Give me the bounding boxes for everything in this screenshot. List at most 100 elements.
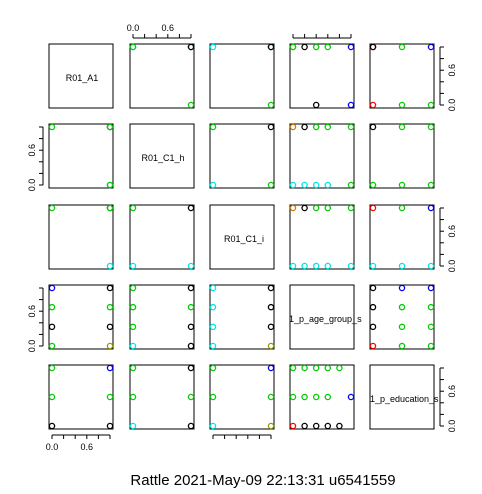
point-r3-c2-6 [209,342,217,350]
point-r1-c3-1 [301,123,308,131]
point-r3-c0-0 [48,284,56,292]
point-r3-c2-3 [267,303,275,311]
point-r0-c3-4 [324,43,332,51]
point-r4-c1-0 [129,364,137,372]
point-r4-c2-5 [267,422,275,430]
panel-frame-r0-c4 [369,43,435,109]
point-r3-c4-8 [427,323,435,331]
point-r4-c1-5 [187,422,195,430]
point-r1-c2-0 [209,123,217,131]
panel-frame-r3-c2 [209,284,275,350]
point-r4-c3-12 [312,422,320,430]
right-axis-label-r4-1: 0.6 [447,385,457,398]
panel-frame-r2-c0 [48,204,114,270]
point-r4-c1-4 [129,422,137,430]
point-r4-c3-14 [336,422,343,430]
point-r1-c0-4 [106,181,114,189]
panel-frame-r4-c0 [48,364,114,430]
point-r1-c3-5 [289,181,297,189]
point-r3-c4-5 [427,303,435,311]
point-r4-c3-5 [289,393,297,401]
panel-frame-r0-c2 [209,43,275,109]
point-r3-c0-2 [48,303,56,311]
panel-frame-r0-c0 [48,43,114,109]
point-r3-c1-2 [129,303,137,311]
point-r1-c3-8 [324,181,332,189]
point-r3-c1-5 [187,323,195,331]
point-r4-c0-3 [106,393,114,401]
right-axis-label-r2-0: 0.0 [447,260,457,273]
point-r3-c4-7 [398,323,406,331]
panel-frame-r4-c4 [369,364,435,430]
point-r4-c3-13 [324,422,332,430]
point-r4-c2-0 [209,364,217,372]
point-r0-c1-4 [187,101,195,109]
point-r3-c0-5 [106,323,114,331]
right-axis-label-r4-0: 0.0 [447,420,457,433]
point-r4-c1-1 [187,364,195,372]
point-r3-c0-7 [106,342,114,350]
point-r0-c3-5 [347,43,355,51]
point-r4-c2-2 [209,393,217,401]
bottom-axis-label-c0-1: 0.6 [81,442,94,452]
point-r2-c0-3 [106,262,114,270]
point-r3-c4-3 [369,303,377,311]
point-r3-c0-4 [48,323,56,331]
point-r4-c2-4 [209,422,217,430]
point-r0-c2-2 [267,43,275,51]
left-axis-label-r1-0: 0.0 [27,179,37,192]
point-r4-c1-3 [187,393,195,401]
point-r1-c3-7 [312,181,320,189]
diag-label-age-group: 1_p_age_group_s [289,314,362,324]
point-r1-c2-2 [209,181,217,189]
point-r3-c4-6 [369,323,377,331]
point-r4-c3-11 [301,422,308,430]
diagonal-labels: R01_A1 R01_C1_h R01_C1_i 1_p_age_group_s… [66,73,439,404]
point-r3-c1-7 [187,342,195,350]
right-axis-label-r0-1: 0.6 [447,64,457,77]
point-r3-c2-0 [209,284,217,292]
point-r2-c3-7 [312,262,320,270]
point-r1-c3-2 [312,123,320,131]
point-r3-c4-4 [398,303,406,311]
panel-frame-r3-c0 [48,284,114,350]
point-r4-c2-3 [267,393,275,401]
point-r0-c4-1 [369,43,377,51]
panel-frame-r2-c2 [209,204,275,270]
bottom-axis-label-c0-0: 0.0 [46,442,59,452]
top-axis-label-c1-1: 0.6 [162,23,175,33]
point-r0-c3-7 [347,101,355,109]
diag-label-r01-c1-i: R01_C1_i [224,234,264,244]
point-r4-c3-1 [301,364,308,372]
point-r2-c4-5 [427,262,435,270]
point-r3-c2-5 [267,323,275,331]
diag-label-r01-c1-h: R01_C1_h [141,153,184,163]
point-r1-c4-1 [398,123,406,131]
point-r1-c4-0 [369,123,377,131]
point-r4-c3-10 [289,422,297,430]
panel-frame-r4-c2 [209,364,275,430]
point-r0-c3-2 [301,43,308,51]
left-axis-label-r3-1: 0.6 [27,305,37,318]
point-r3-c4-2 [427,284,435,292]
point-r2-c3-1 [301,204,308,212]
axes-layer: 0.0 0.6 0.0 0.6 0.0 0.6 0.0 0.6 0.0 0.6 0.0 0.6 0.0 0… [27,23,457,452]
point-r0-c2-3 [267,101,275,109]
footer-caption: Rattle 2021-May-09 22:13:31 u6541559 [130,472,395,489]
point-r2-c4-0 [369,204,377,212]
point-r2-c4-1 [398,204,406,212]
point-r3-c0-3 [106,303,114,311]
point-r3-c0-6 [48,342,56,350]
right-axis-label-r0-0: 0.0 [447,99,457,112]
point-r0-c4-4 [369,101,377,109]
panel-frame-r0-c3 [289,43,355,109]
point-r1-c0-2 [106,123,114,131]
point-r4-c3-2 [312,364,320,372]
point-r3-c2-7 [267,342,275,350]
point-r0-c3-6 [312,101,320,109]
point-r4-c3-9 [347,393,355,401]
panel-frame-r2-c1 [129,204,195,270]
point-r3-c4-1 [398,284,406,292]
point-r3-c4-9 [369,342,377,350]
panel-frame-r4-c1 [129,364,195,430]
